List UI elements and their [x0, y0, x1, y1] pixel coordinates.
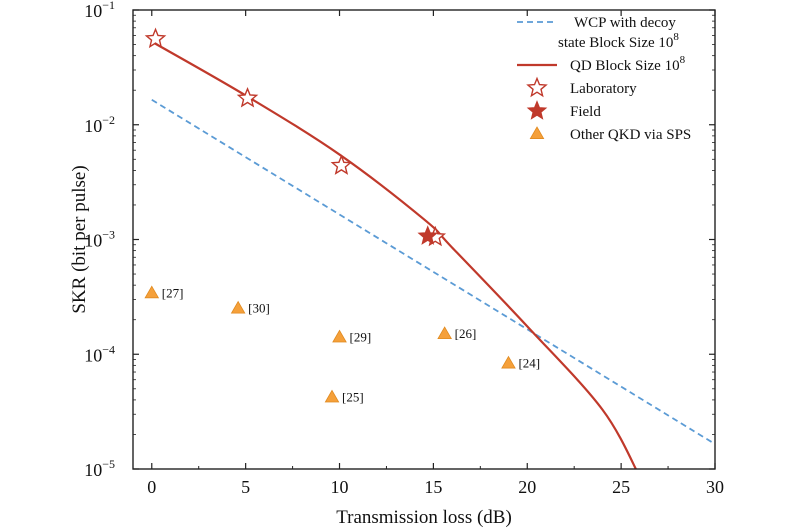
reference-label: [26]: [455, 326, 477, 341]
sps-triangle-point: [144, 285, 160, 299]
x-tick-label: 30: [706, 477, 724, 497]
reference-label: [30]: [248, 301, 270, 316]
x-tick-label: 5: [241, 477, 250, 497]
legend-label: state Block Size 108: [558, 31, 679, 51]
x-tick-label: 25: [612, 477, 630, 497]
y-tick-exponent: −1: [102, 0, 115, 12]
reference-label: [25]: [342, 389, 364, 404]
y-tick-exponent: −2: [102, 113, 115, 127]
laboratory-star-point: [144, 27, 167, 49]
legend-label: Laboratory: [570, 81, 637, 97]
y-tick-exponent: −5: [102, 457, 115, 471]
laboratory-star-point: [236, 86, 259, 108]
legend-label: WCP with decoy: [574, 15, 676, 31]
qd-solid-line: [151, 40, 638, 469]
legend-triangle-icon: [529, 126, 545, 139]
legend-label: Other QKD via SPS: [570, 127, 691, 143]
x-axis-title: Transmission loss (dB): [336, 507, 512, 528]
laboratory-star-point: [330, 154, 353, 175]
sps-triangle-point: [230, 300, 246, 314]
legend-hollow-star-icon: [526, 76, 548, 98]
x-tick-label: 10: [331, 477, 349, 497]
legend-superscript: 8: [680, 54, 686, 66]
sps-triangle-point: [324, 389, 340, 403]
y-tick-exponent: −4: [102, 342, 115, 356]
legend-label: Field: [570, 104, 601, 120]
legend-filled-star-icon: [526, 100, 548, 120]
y-tick-label: 10−4: [84, 342, 115, 365]
sps-triangle-point: [501, 355, 516, 369]
wcp-dashed-line: [151, 99, 715, 445]
field-star-point: [417, 225, 439, 245]
y-axis-title: SKR (bit per pulse): [69, 165, 90, 313]
x-tick-label: 0: [147, 477, 156, 497]
x-tick-label: 20: [518, 477, 536, 497]
y-tick-label: 10−2: [84, 113, 115, 136]
reference-label: [29]: [350, 329, 372, 344]
y-tick-exponent: −3: [102, 228, 115, 242]
sps-triangle-point: [437, 326, 452, 339]
reference-label: [27]: [162, 285, 184, 300]
legend-label: QD Block Size 108: [570, 54, 686, 74]
x-tick-label: 15: [424, 477, 442, 497]
reference-label: [24]: [518, 356, 540, 371]
y-tick-label: 10−1: [84, 0, 115, 21]
sps-triangle-point: [332, 329, 347, 343]
legend-superscript: 8: [673, 31, 679, 43]
y-tick-label: 10−5: [84, 457, 115, 480]
